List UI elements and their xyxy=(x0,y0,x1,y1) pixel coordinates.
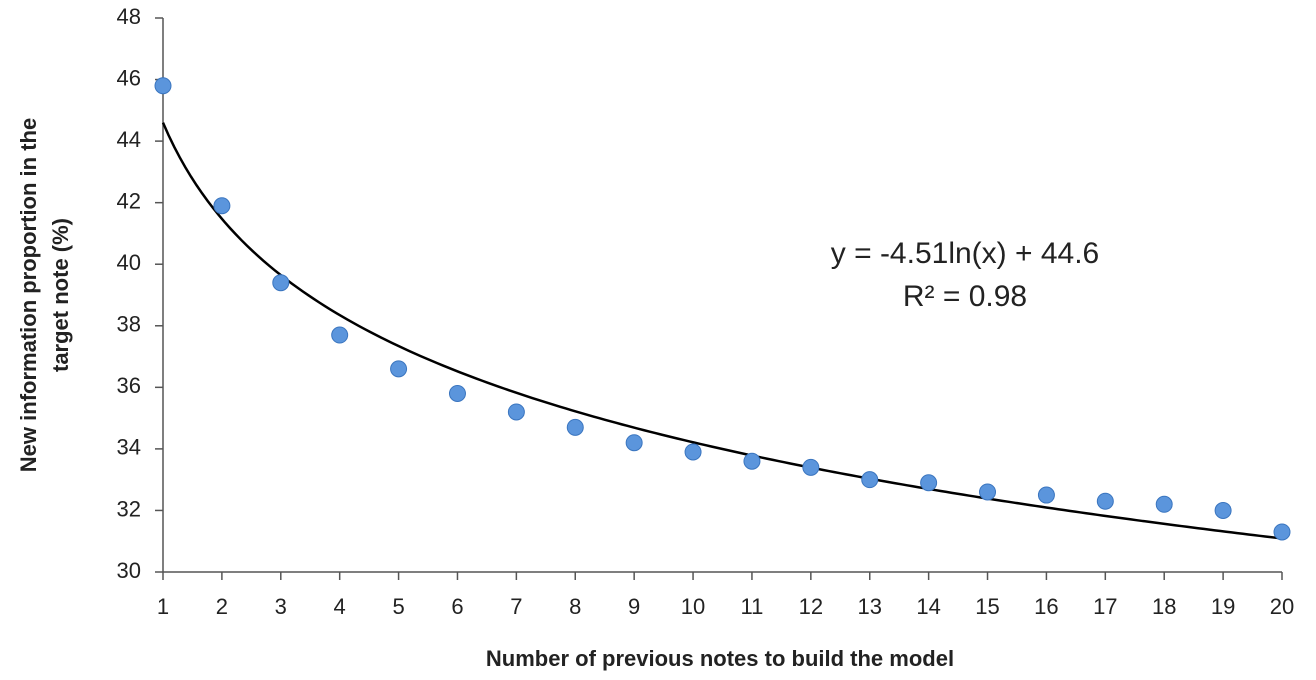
data-point xyxy=(1096,492,1114,510)
x-tick-label: 1 xyxy=(157,594,169,619)
trendline xyxy=(161,122,1283,540)
data-point xyxy=(448,384,466,402)
y-axis-title: target note (%) xyxy=(48,218,73,372)
y-tick-label: 48 xyxy=(117,4,141,29)
data-point xyxy=(625,434,643,452)
x-tick-label: 12 xyxy=(799,594,823,619)
x-tick-label: 15 xyxy=(975,594,999,619)
x-tick-label: 7 xyxy=(510,594,522,619)
data-point xyxy=(802,458,820,476)
x-tick-label: 3 xyxy=(275,594,287,619)
y-tick-label: 32 xyxy=(117,496,141,521)
data-point xyxy=(272,274,290,292)
x-tick-label: 6 xyxy=(451,594,463,619)
data-point xyxy=(861,471,879,489)
data-point xyxy=(979,483,997,501)
x-tick-label: 5 xyxy=(392,594,404,619)
data-point xyxy=(1214,501,1232,519)
x-tick-label: 11 xyxy=(741,594,764,619)
data-point xyxy=(213,197,231,215)
y-tick-label: 30 xyxy=(117,558,141,583)
y-tick-label: 46 xyxy=(117,65,141,90)
trend-equation: y = -4.51ln(x) + 44.6 xyxy=(831,237,1099,270)
x-tick-label: 9 xyxy=(628,594,640,619)
data-point xyxy=(507,403,525,421)
y-tick-label: 38 xyxy=(117,312,141,337)
x-tick-label: 8 xyxy=(569,594,581,619)
y-axis-title: New information proportion in the xyxy=(16,118,41,472)
y-tick-label: 34 xyxy=(117,435,141,460)
y-tick-label: 40 xyxy=(117,250,141,275)
data-point xyxy=(1155,495,1173,513)
x-tick-label: 13 xyxy=(857,594,881,619)
data-point xyxy=(1037,486,1055,504)
data-point xyxy=(743,452,761,470)
trend-r2: R² = 0.98 xyxy=(903,280,1027,313)
x-tick-label: 10 xyxy=(681,594,705,619)
data-point xyxy=(390,360,408,378)
y-tick-label: 44 xyxy=(117,127,141,152)
x-tick-label: 16 xyxy=(1034,594,1058,619)
data-point xyxy=(684,443,702,461)
data-point xyxy=(566,418,584,436)
x-tick-label: 19 xyxy=(1211,594,1235,619)
x-tick-label: 14 xyxy=(916,594,940,619)
x-axis-title: Number of previous notes to build the mo… xyxy=(486,646,954,671)
y-tick-label: 36 xyxy=(117,373,141,398)
x-tick-label: 2 xyxy=(216,594,228,619)
data-point xyxy=(331,326,349,344)
x-tick-label: 20 xyxy=(1270,594,1294,619)
data-point xyxy=(1273,523,1291,541)
x-tick-label: 18 xyxy=(1152,594,1176,619)
y-tick-label: 42 xyxy=(117,188,141,213)
data-point xyxy=(154,77,172,95)
x-tick-label: 4 xyxy=(334,594,346,619)
data-point xyxy=(920,474,938,492)
x-tick-label: 17 xyxy=(1093,594,1117,619)
